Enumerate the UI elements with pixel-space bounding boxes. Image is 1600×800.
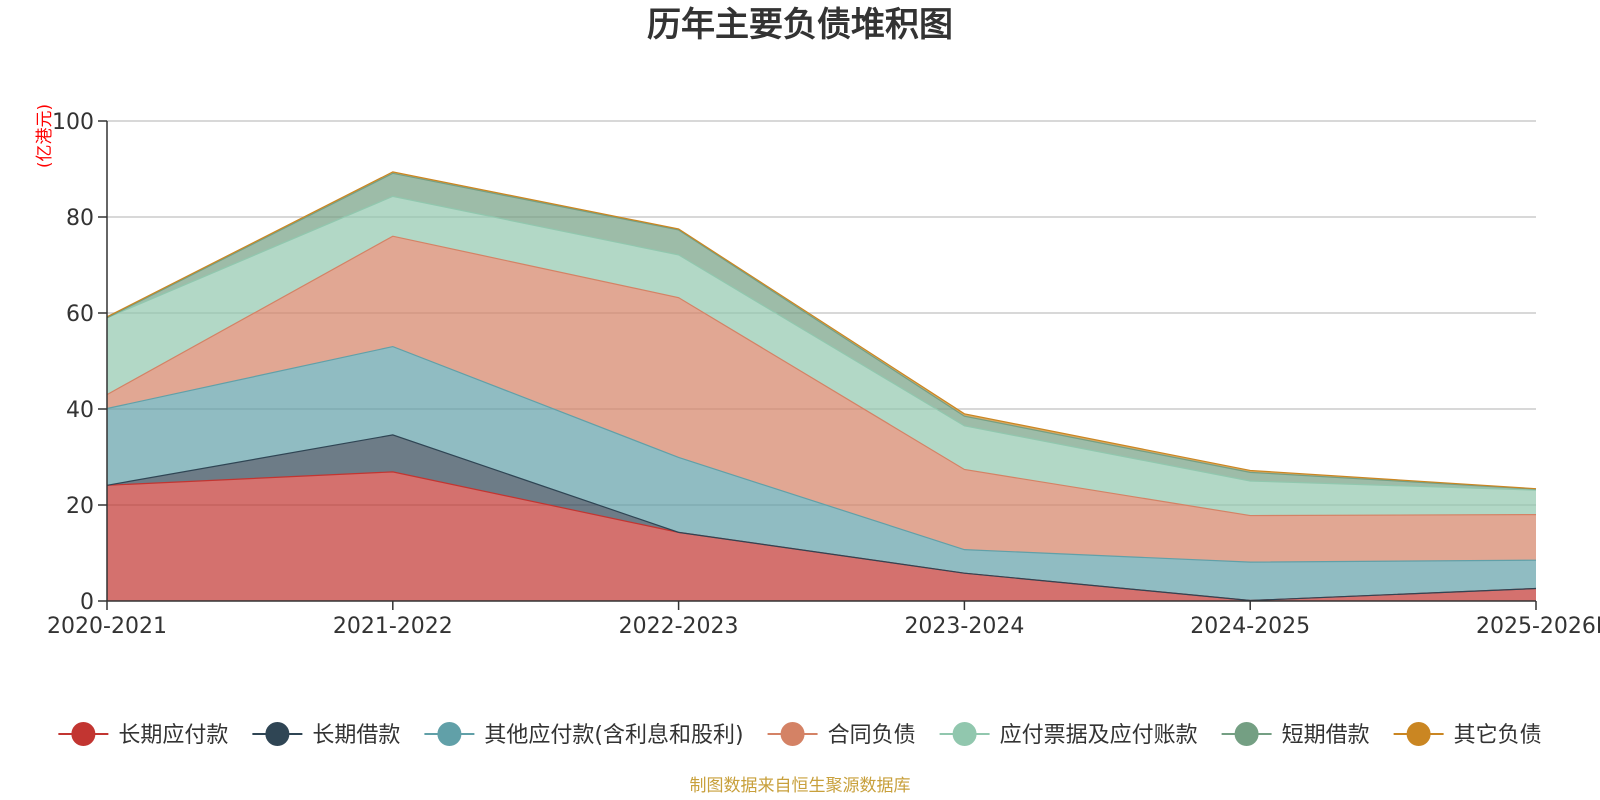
x-tick-label: 2021-2022 — [333, 614, 453, 639]
legend-label: 其它负债 — [1454, 723, 1542, 748]
area-series-2 — [107, 346, 1536, 601]
legend: 长期应付款 长期借款 其他应付款(含利息和股利) 合同负债 应付票据及应付账款 短期借款 其… — [58, 722, 1542, 748]
legend-label: 短期借款 — [1282, 723, 1370, 748]
legend-marker — [437, 722, 462, 746]
x-tick-label: 2022-2023 — [619, 614, 739, 639]
legend-item-3[interactable]: 合同负债 — [767, 722, 916, 748]
legend-item-4[interactable]: 应付票据及应付账款 — [939, 722, 1198, 748]
legend-item-2[interactable]: 其他应付款(含利息和股利) — [424, 722, 744, 748]
y-axis-ticks: 0 20 40 60 80 100 — [52, 110, 107, 615]
y-tick-label: 80 — [66, 206, 94, 231]
x-tick-label: 2025-2026H — [1476, 614, 1600, 639]
legend-item-6[interactable]: 其它负债 — [1393, 722, 1542, 748]
series-line-3 — [106, 235, 1537, 517]
legend-marker — [1234, 722, 1259, 746]
y-tick-label: 0 — [80, 590, 94, 615]
legend-label: 应付票据及应付账款 — [1000, 723, 1198, 748]
axes — [106, 121, 1536, 602]
legend-marker — [1406, 722, 1431, 746]
x-tick-label: 2023-2024 — [904, 614, 1024, 639]
y-tick-label: 20 — [66, 494, 94, 519]
y-axis-unit-label: (亿港元) — [35, 104, 55, 168]
series-lines-group — [106, 171, 1537, 602]
area-series-4 — [107, 196, 1536, 516]
legend-marker — [780, 722, 805, 746]
chart-title: 历年主要负债堆积图 — [647, 5, 953, 45]
legend-label: 长期借款 — [312, 723, 400, 748]
x-axis-ticks: 2020-2021 2021-2022 2022-2023 2023-2024 2024… — [47, 601, 1600, 639]
legend-label: 其他应付款(含利息和股利) — [484, 723, 743, 748]
area-series-1 — [107, 434, 1536, 601]
legend-marker — [952, 722, 977, 746]
x-tick-label: 2024-2025 — [1190, 614, 1310, 639]
series-line-6 — [106, 171, 1537, 490]
legend-item-0[interactable]: 长期应付款 — [58, 722, 228, 748]
area-series-0 — [107, 471, 1536, 601]
legend-item-5[interactable]: 短期借款 — [1221, 722, 1370, 748]
area-series-5 — [107, 173, 1536, 491]
area-series-group — [107, 171, 1536, 601]
area-series-3 — [107, 236, 1536, 563]
y-tick-label: 100 — [52, 110, 94, 135]
source-note: 制图数据来自恒生聚源数据库 — [690, 776, 911, 796]
series-line-1 — [106, 434, 1537, 602]
y-tick-label: 40 — [66, 398, 94, 423]
legend-label: 长期应付款 — [118, 723, 228, 748]
legend-item-1[interactable]: 长期借款 — [252, 722, 400, 748]
legend-marker — [71, 722, 96, 746]
legend-marker — [265, 722, 290, 746]
series-line-4 — [106, 195, 1537, 491]
y-tick-label: 60 — [66, 302, 94, 327]
series-line-2 — [106, 345, 1537, 563]
legend-label: 合同负债 — [828, 723, 916, 748]
x-tick-label: 2020-2021 — [47, 614, 167, 639]
series-line-5 — [106, 172, 1537, 490]
